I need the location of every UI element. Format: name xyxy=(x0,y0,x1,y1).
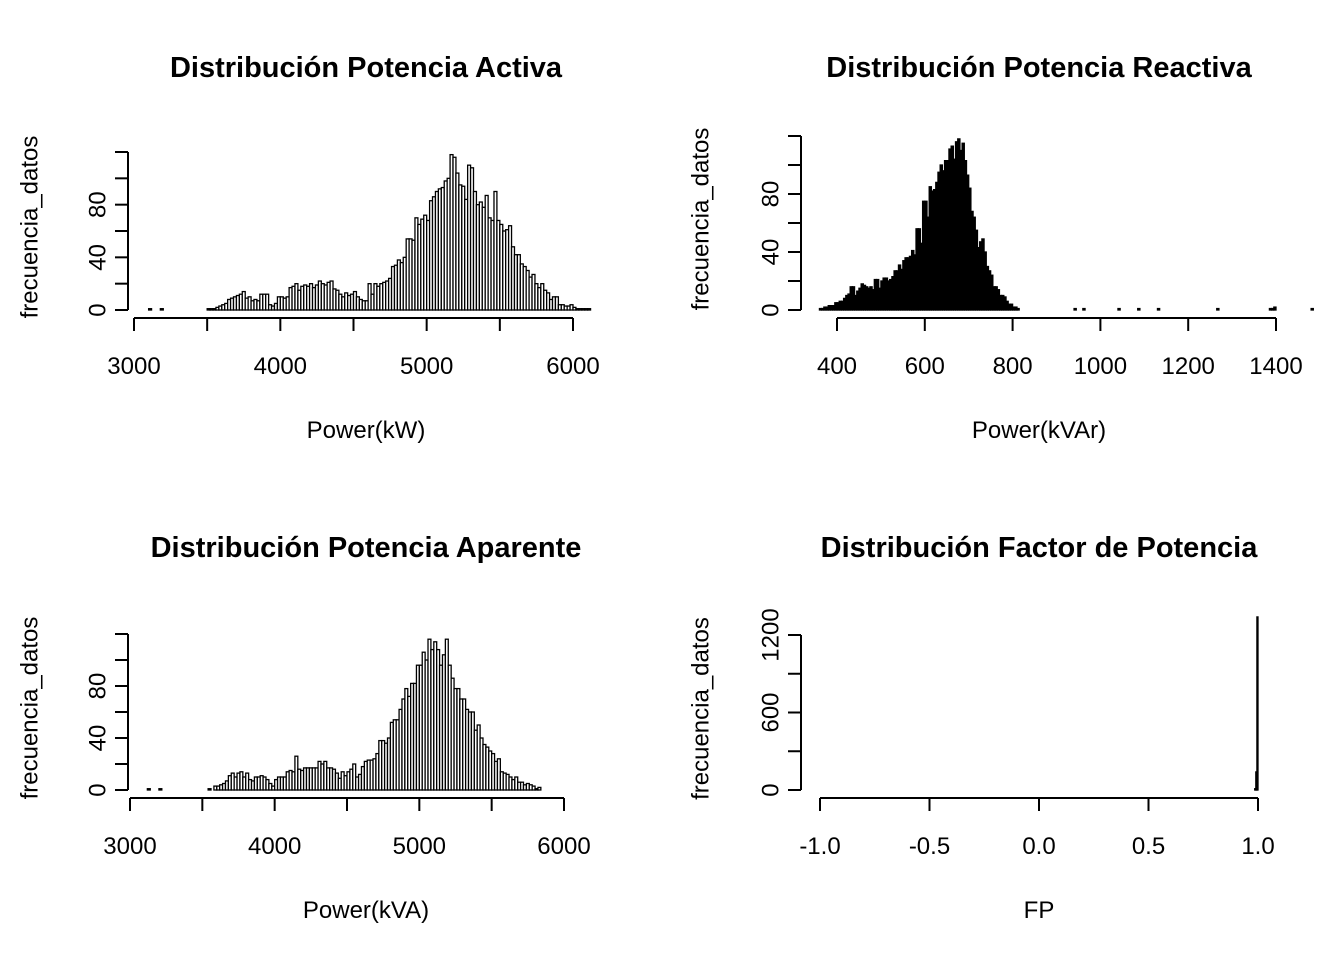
y-axis-label: frecuencia_datos xyxy=(17,617,44,800)
x-tick-label: 4000 xyxy=(248,833,301,860)
x-tick-label: 6000 xyxy=(537,833,590,860)
chart-title: Distribución Potencia Aparente xyxy=(151,532,582,564)
y-axis-label: frecuencia_datos xyxy=(17,136,44,319)
histogram-bar xyxy=(1310,307,1314,311)
x-tick-label: 0.5 xyxy=(1132,833,1165,860)
x-tick-label: 5000 xyxy=(393,833,446,860)
histogram-bar xyxy=(1256,616,1259,791)
x-tick-label: 6000 xyxy=(546,353,599,380)
histogram-bar xyxy=(537,786,542,791)
y-tick-label: 0 xyxy=(758,303,785,316)
histogram-bar xyxy=(265,293,270,311)
chart-panel-1: Distribución Potencia Activa 0 40 80 3000 400… xyxy=(17,52,600,444)
y-tick-label: 0 xyxy=(758,783,785,796)
histogram-bar xyxy=(1216,307,1220,311)
bars-group xyxy=(147,153,592,311)
y-tick-label: 0 xyxy=(85,303,112,316)
x-axis-label: Power(kVA) xyxy=(303,897,429,924)
x-tick-label: 600 xyxy=(905,353,945,380)
histogram-bar xyxy=(1156,307,1161,311)
y-tick-label: 0 xyxy=(85,783,112,796)
y-tick-label: 600 xyxy=(758,692,785,732)
bars-group xyxy=(1254,616,1259,791)
histogram-bar xyxy=(159,308,164,311)
histogram-bar xyxy=(1073,307,1077,311)
y-tick-label: 40 xyxy=(758,239,785,266)
chart-panel-4: Distribución Factor de Potencia 0 600 1200 -… xyxy=(688,532,1275,924)
histogram-bar xyxy=(531,785,536,791)
x-tick-label: 1400 xyxy=(1249,353,1302,380)
bars-group xyxy=(818,138,1314,311)
histogram-bar xyxy=(1117,307,1121,311)
y-tick-label: 40 xyxy=(85,244,112,271)
histogram-bar xyxy=(147,308,153,311)
histogram-bar xyxy=(1137,307,1141,311)
chart-title: Distribución Factor de Potencia xyxy=(821,532,1259,564)
chart-panel-3: Distribución Potencia Aparente 0 40 80 3000 4… xyxy=(17,532,591,924)
x-axis-label: FP xyxy=(1024,897,1055,924)
y-tick-label: 1200 xyxy=(758,608,785,661)
x-tick-label: 0.0 xyxy=(1022,833,1055,860)
histogram-bar xyxy=(554,296,560,311)
x-tick-label: 1.0 xyxy=(1241,833,1274,860)
x-axis-label: Power(kW) xyxy=(307,417,426,444)
x-tick-label: 5000 xyxy=(400,353,453,380)
x-tick-label: 800 xyxy=(993,353,1033,380)
histogram-bar xyxy=(146,788,151,791)
histogram-bar xyxy=(1082,307,1086,311)
x-tick-label: 1000 xyxy=(1074,353,1127,380)
y-tick-label: 80 xyxy=(85,673,112,700)
y-tick-label: 80 xyxy=(758,181,785,208)
x-axis-label: Power(kVAr) xyxy=(972,417,1106,444)
x-tick-label: -0.5 xyxy=(909,833,950,860)
histogram-bar xyxy=(1016,307,1020,311)
chart-title: Distribución Potencia Activa xyxy=(170,52,563,84)
histogram-bar xyxy=(586,308,592,311)
bars-group xyxy=(146,638,542,791)
x-tick-label: 3000 xyxy=(103,833,156,860)
x-tick-label: 1200 xyxy=(1162,353,1215,380)
y-tick-label: 80 xyxy=(85,191,112,218)
x-tick-label: 4000 xyxy=(254,353,307,380)
y-tick-label: 40 xyxy=(85,725,112,752)
y-axis-label: frecuencia_datos xyxy=(688,128,715,311)
x-tick-label: 400 xyxy=(817,353,857,380)
histogram-bar xyxy=(158,788,163,791)
chart-title: Distribución Potencia Reactiva xyxy=(826,52,1252,84)
histogram-bar xyxy=(1273,306,1277,311)
histogram-bar xyxy=(207,788,212,791)
y-axis-label: frecuencia_datos xyxy=(688,617,715,800)
x-tick-label: 3000 xyxy=(107,353,160,380)
chart-panel-2: Distribución Potencia Reactiva 0 40 80 400 60… xyxy=(688,52,1314,444)
x-tick-label: -1.0 xyxy=(799,833,840,860)
